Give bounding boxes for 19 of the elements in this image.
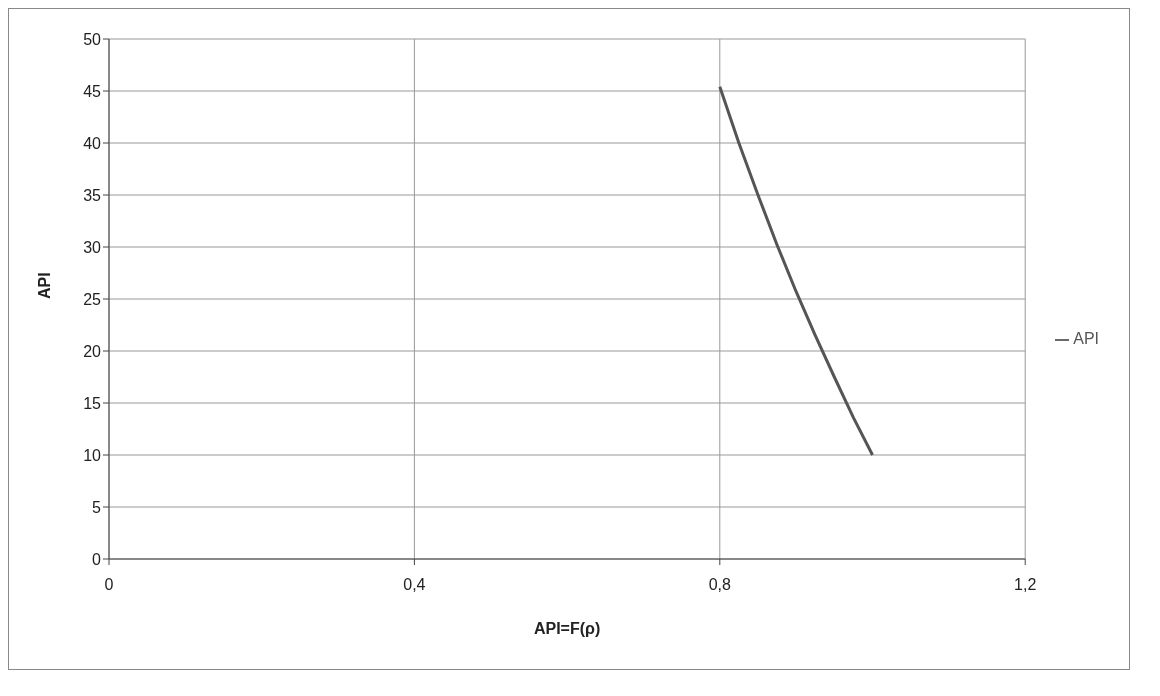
x-tick-label: 0,4 [403, 576, 426, 594]
legend-label: API [1073, 330, 1099, 347]
y-tick-label: 15 [83, 394, 102, 412]
y-tick-label: 30 [83, 238, 102, 256]
y-tick-label: 50 [83, 30, 102, 48]
y-tick-label: 40 [83, 134, 102, 152]
x-axis-title: API=F(ρ) [533, 620, 601, 637]
x-tick-label: 1,2 [1014, 576, 1037, 594]
x-tick-label: 0,8 [708, 576, 732, 594]
line-series [718, 85, 874, 457]
y-tick-label: 35 [83, 186, 102, 204]
y-tick-label: 45 [83, 82, 102, 100]
y-tick-label: 10 [83, 446, 102, 464]
x-tick-label: 0 [104, 576, 114, 594]
y-axis-title: API [35, 272, 53, 299]
y-tick-label: 20 [83, 342, 102, 360]
y-tick-label: 25 [83, 290, 102, 308]
y-tick-label: 5 [92, 498, 102, 516]
y-tick-label: 0 [92, 550, 102, 568]
